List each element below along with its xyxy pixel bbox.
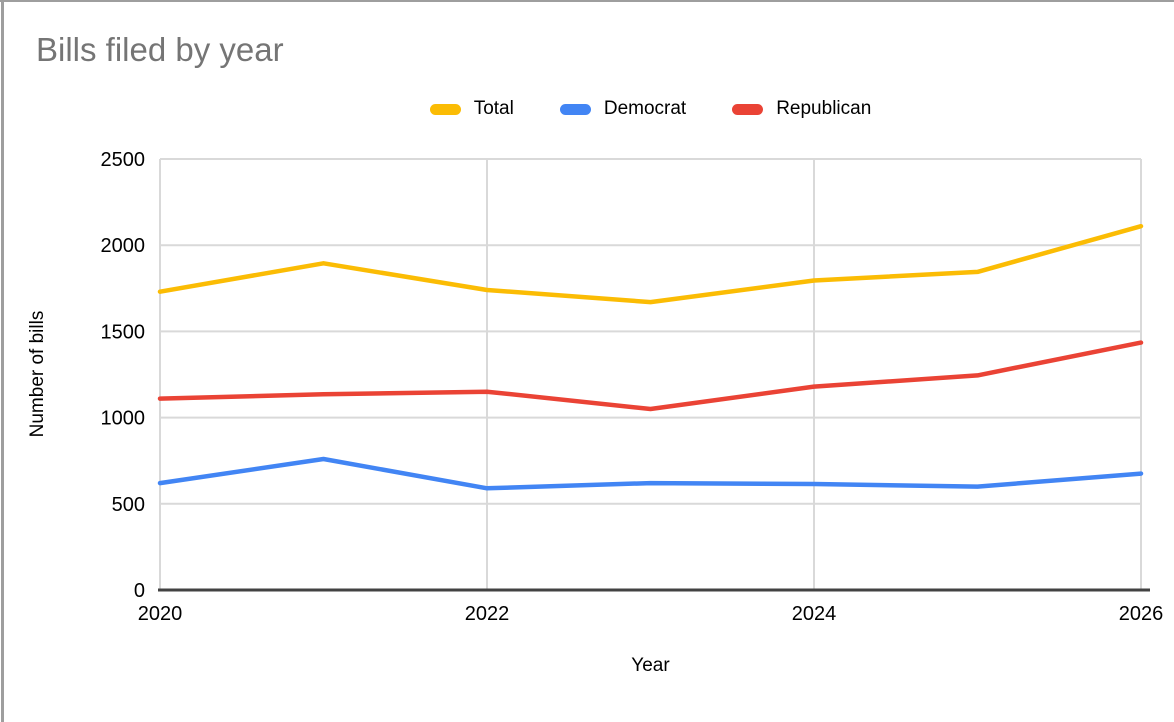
series-line-republican <box>157 340 1144 412</box>
window-top-border <box>0 0 1174 2</box>
series-line-democrat <box>157 456 1144 491</box>
window-left-border <box>1 0 4 722</box>
y-tick-label: 1500 <box>101 321 146 343</box>
chart-plot-area: 0 500 1000 1500 2000 2500 2020 2022 2024 2026 <box>101 149 1164 625</box>
legend-item-total: Total <box>429 98 514 120</box>
y-tick-label: 2000 <box>101 235 146 257</box>
x-tick-label: 2020 <box>138 603 183 625</box>
x-axis-title: Year <box>631 655 670 676</box>
legend-item-democrat: Democrat <box>559 98 687 120</box>
chart-legend: Total Democrat Republican <box>160 98 1141 120</box>
legend-label-total: Total <box>473 98 514 119</box>
y-axis-title: Number of bills <box>27 310 48 438</box>
y-tick-label: 1000 <box>101 408 146 430</box>
chart-title: Bills filed by year <box>36 31 284 68</box>
x-tick-label: 2026 <box>1119 603 1164 625</box>
legend-swatch-republican <box>732 103 764 115</box>
legend-swatch-democrat <box>559 103 591 115</box>
y-tick-label: 0 <box>134 580 145 602</box>
x-tick-label: 2024 <box>792 603 837 625</box>
legend-label-republican: Republican <box>776 98 872 119</box>
y-tick-label: 2500 <box>101 149 146 171</box>
series-line-total <box>157 223 1144 305</box>
legend-label-democrat: Democrat <box>603 98 687 119</box>
legend-item-republican: Republican <box>732 98 871 120</box>
legend-swatch-total <box>429 103 461 115</box>
y-tick-label: 500 <box>112 494 145 516</box>
x-tick-label: 2022 <box>465 603 510 625</box>
